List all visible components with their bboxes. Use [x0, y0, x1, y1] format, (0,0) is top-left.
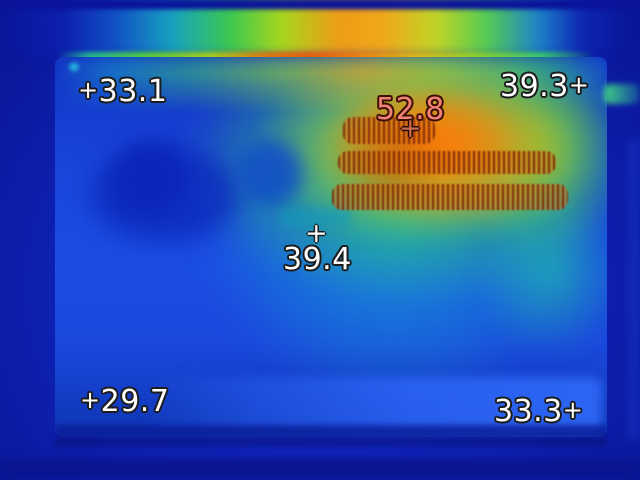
temp-value: 39.3: [500, 69, 569, 104]
temp-value: 33.1: [98, 74, 168, 109]
temp-value: 52.8: [376, 92, 445, 127]
temp-value: 33.3: [494, 394, 563, 429]
fan-right-circle: [227, 133, 311, 213]
right-background-glow: [628, 140, 640, 440]
bottom-background-strip: [0, 458, 640, 480]
temp-label-top-right: 39.3+: [500, 69, 589, 104]
top-background-strip: [0, 0, 640, 9]
vent-grille-row-3: [332, 184, 568, 210]
vent-grille-row-2: [338, 151, 556, 174]
temp-label-center: 39.4: [283, 242, 352, 277]
cable-stub: [604, 84, 640, 104]
cool-zone-left: [90, 147, 240, 242]
vent-dark-shade: [335, 115, 445, 213]
temp-label-top-left: +33.1: [78, 74, 167, 109]
exhaust-heat-band: [0, 2, 640, 57]
spot-cross-icon: +: [568, 71, 590, 99]
spot-cross-icon: +: [78, 76, 99, 104]
spot-cross-icon: +: [80, 386, 101, 414]
laptop-front-shadow: [55, 437, 607, 447]
temp-label-bottom-left: +29.7: [80, 384, 169, 419]
temp-label-hotspot: 52.8: [376, 92, 445, 127]
temp-label-bottom-right: 33.3+: [494, 394, 583, 429]
spot-cross-icon: +: [562, 396, 584, 424]
temp-value: 39.4: [283, 242, 352, 277]
fan-left-circle: [102, 133, 198, 225]
temp-value: 29.7: [100, 384, 170, 419]
spot-cross-icon: +: [399, 113, 422, 144]
right-side-teal-area: [475, 187, 607, 357]
spot-cross-icon: +: [305, 218, 328, 249]
warm-speck: [69, 63, 79, 71]
